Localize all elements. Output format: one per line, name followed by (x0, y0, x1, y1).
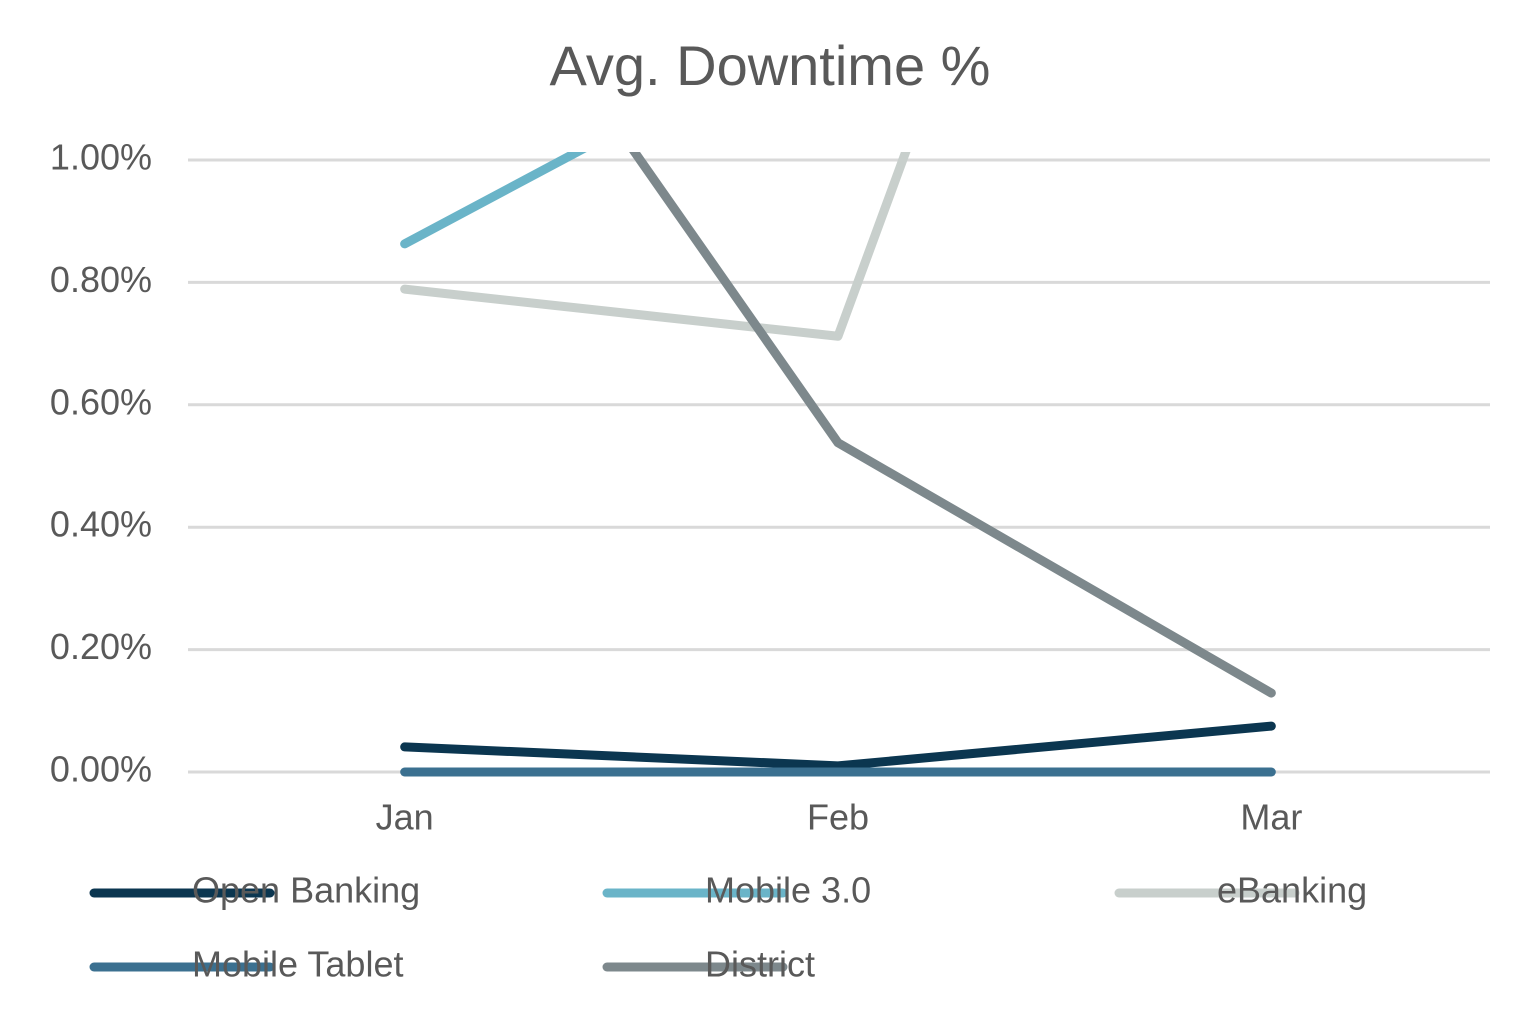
legend-label: Open Banking (192, 870, 420, 911)
y-tick-label: 0.20% (50, 626, 152, 667)
y-tick-label: 0.80% (50, 259, 152, 300)
series-line (400, 152, 587, 249)
x-tick-label: Feb (807, 797, 869, 838)
x-tick-label: Mar (1240, 797, 1302, 838)
y-tick-label: 0.60% (50, 381, 152, 422)
series-line (400, 152, 911, 341)
legend-label: Mobile Tablet (192, 944, 403, 985)
x-tick-label: Jan (376, 797, 434, 838)
plot-area (400, 152, 1276, 777)
y-tick-label: 0.40% (50, 504, 152, 545)
legend-label: District (705, 944, 815, 985)
series-line (629, 152, 1276, 698)
legend-label: eBanking (1217, 870, 1367, 911)
chart-title: Avg. Downtime % (550, 34, 991, 97)
legend-label: Mobile 3.0 (705, 870, 871, 911)
y-tick-label: 1.00% (50, 137, 152, 178)
y-tick-label: 0.00% (50, 749, 152, 790)
series-line (400, 721, 1276, 771)
